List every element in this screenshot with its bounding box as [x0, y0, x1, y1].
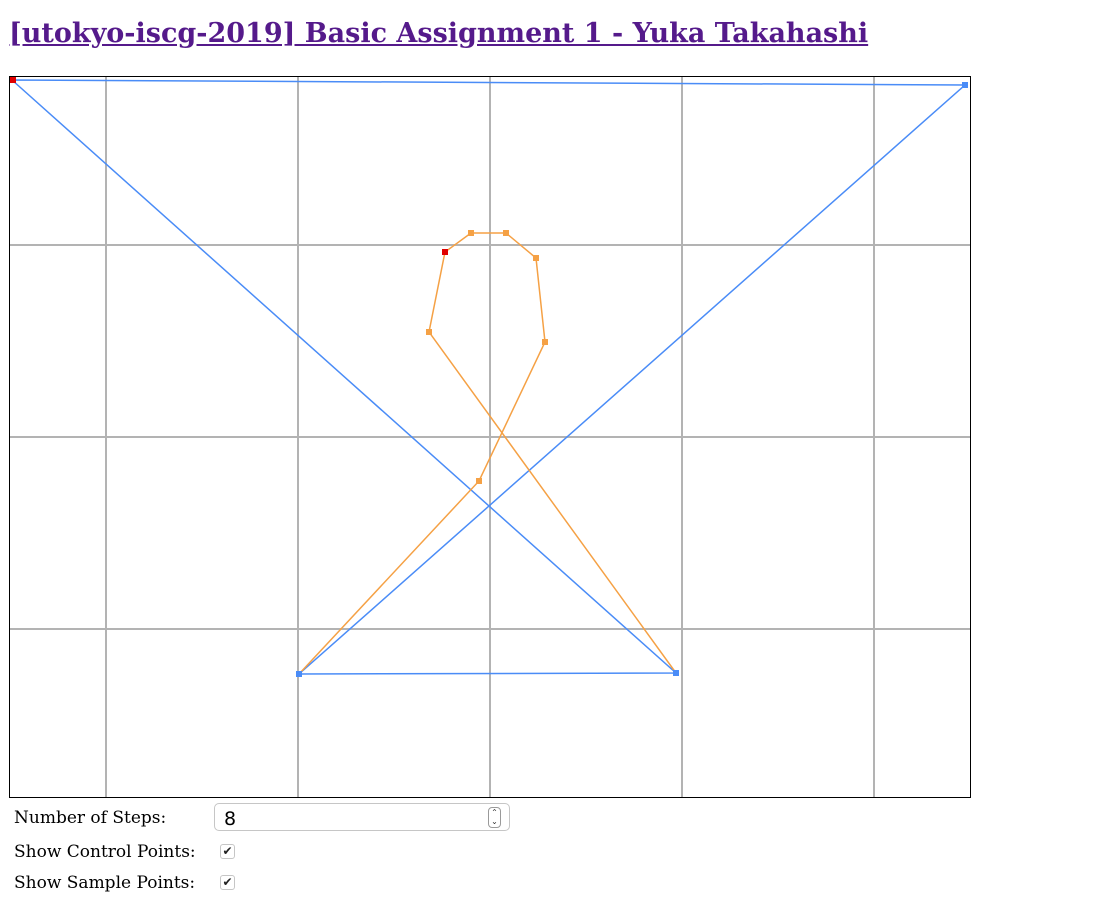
drawing-canvas[interactable]: [9, 76, 971, 798]
sample-point: [426, 329, 432, 335]
control-point[interactable]: [673, 670, 679, 676]
selected-sample-point: [442, 249, 448, 255]
sample-point: [533, 255, 539, 261]
spinner-arrows-icon[interactable]: ⌃ ⌄: [488, 807, 501, 828]
sample-point: [476, 478, 482, 484]
selected-control-point[interactable]: [10, 77, 16, 83]
steps-number-input[interactable]: 8 ⌃ ⌄: [214, 803, 510, 831]
control-point[interactable]: [296, 671, 302, 677]
bezier-curve: [298, 232, 677, 675]
sample-point: [503, 230, 509, 236]
checkmark-icon: ✔: [222, 844, 233, 858]
show-sample-points-checkbox[interactable]: ✔: [220, 875, 235, 890]
sample-points: [426, 230, 548, 484]
show-sample-points-label: Show Sample Points:: [14, 873, 196, 893]
checkmark-icon: ✔: [222, 875, 233, 889]
sample-point: [542, 339, 548, 345]
steps-value: 8: [224, 808, 237, 830]
grid: [10, 77, 970, 797]
sample-point: [468, 230, 474, 236]
show-control-points-checkbox[interactable]: ✔: [220, 844, 235, 859]
show-control-points-label: Show Control Points:: [14, 842, 196, 862]
steps-label: Number of Steps:: [14, 808, 167, 828]
control-points[interactable]: [296, 82, 968, 677]
control-point[interactable]: [962, 82, 968, 88]
canvas-svg[interactable]: [10, 77, 970, 797]
control-polygon: [11, 79, 967, 675]
page-title-link[interactable]: [utokyo-iscg-2019] Basic Assignment 1 - …: [9, 18, 869, 49]
